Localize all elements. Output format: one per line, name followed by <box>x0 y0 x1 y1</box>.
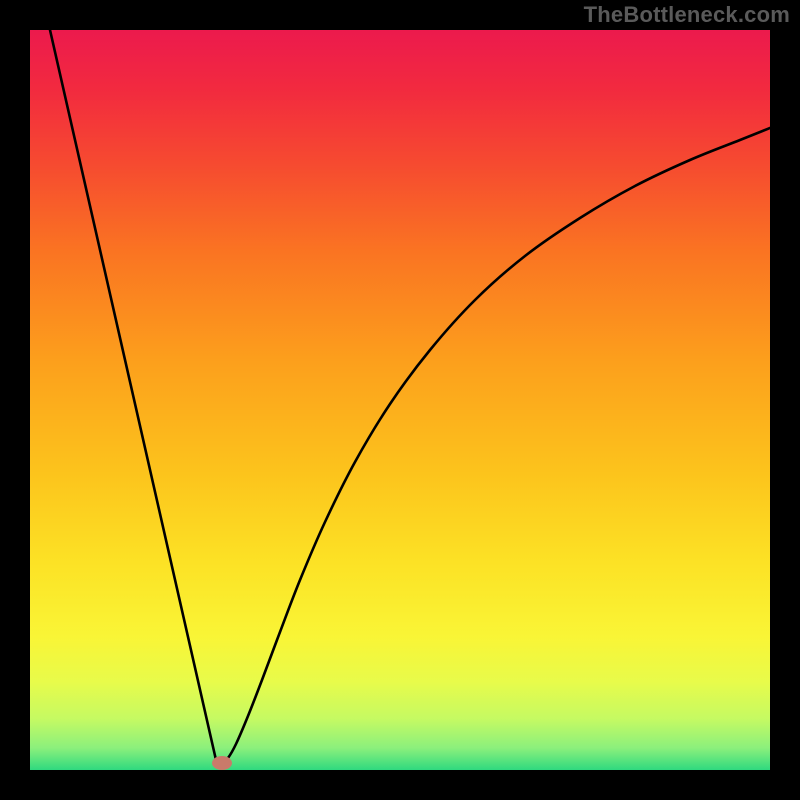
bottleneck-curve-chart <box>0 0 800 800</box>
watermark-text: TheBottleneck.com <box>584 2 790 28</box>
chart-frame: TheBottleneck.com <box>0 0 800 800</box>
chart-gradient-area <box>30 30 770 770</box>
optimal-point-marker <box>212 756 232 770</box>
